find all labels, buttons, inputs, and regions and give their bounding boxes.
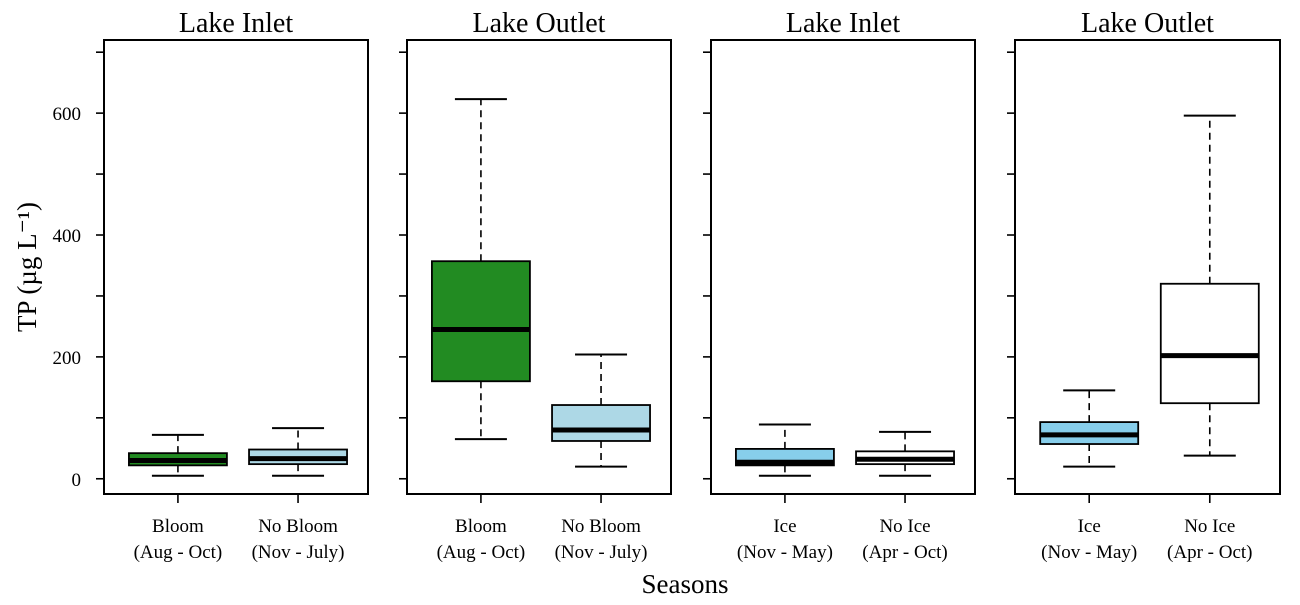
x-tick-label: Bloom (455, 516, 507, 537)
y-tick-label: 400 (53, 226, 82, 247)
panel-title: Lake Outlet (1081, 8, 1214, 39)
panel-frame (1014, 39, 1281, 495)
x-tick-label: Bloom (152, 516, 204, 537)
panel-title: Lake Inlet (179, 8, 293, 39)
x-tick-label: No Ice (1184, 516, 1235, 537)
panel-frame (406, 39, 672, 495)
panel-frame (710, 39, 976, 495)
x-tick-label-sub: (Apr - Oct) (1167, 542, 1252, 563)
iqr-box (551, 404, 651, 442)
iqr-box (1159, 282, 1260, 405)
x-axis-title: Seasons (642, 569, 729, 599)
x-tick-label-sub: (Apr - Oct) (862, 542, 947, 563)
x-tick-label-sub: (Nov - May) (737, 542, 833, 563)
x-tick-label-sub: (Nov - July) (252, 542, 345, 563)
x-tick-label-sub: (Aug - Oct) (134, 542, 223, 563)
x-tick-label: Ice (1078, 516, 1101, 537)
x-tick-label-sub: (Aug - Oct) (437, 542, 526, 563)
y-axis-title: TP (µg L⁻¹) (12, 202, 42, 332)
y-tick-label: 600 (53, 104, 82, 125)
x-tick-label: Ice (773, 516, 796, 537)
x-tick-label: No Bloom (258, 516, 338, 537)
panel-frame (103, 39, 369, 495)
panel-title: Lake Outlet (473, 8, 606, 39)
y-tick-label: 0 (72, 470, 82, 491)
x-tick-label-sub: (Nov - July) (555, 542, 648, 563)
panel-title: Lake Inlet (786, 8, 900, 39)
x-tick-label: No Bloom (561, 516, 641, 537)
iqr-box (431, 260, 531, 383)
x-tick-label-sub: (Nov - May) (1041, 542, 1137, 563)
x-tick-label: No Ice (879, 516, 930, 537)
y-tick-label: 200 (53, 348, 82, 369)
